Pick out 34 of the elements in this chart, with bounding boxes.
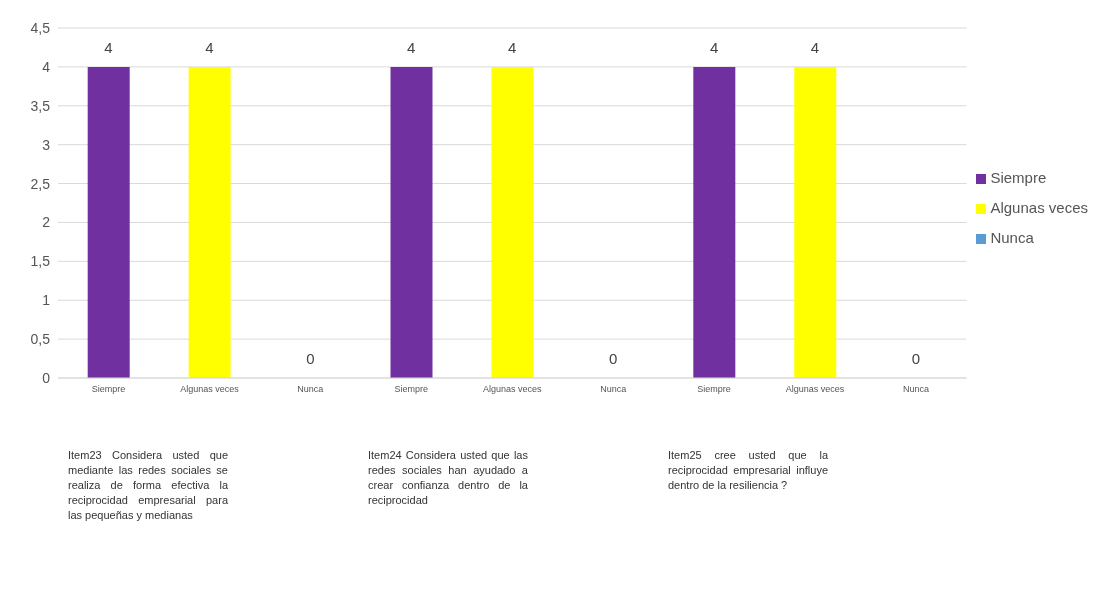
data-label: 4 (810, 38, 820, 56)
x-tick-label: Nunca (902, 384, 929, 395)
y-tick-label: 2 (42, 214, 51, 231)
y-tick-label: 1 (42, 292, 51, 309)
data-label: 0 (306, 350, 315, 367)
x-tick-label: Siempre (91, 384, 126, 395)
x-tick-label: Algunas veces (482, 384, 542, 395)
legend-label: Algunas veces (990, 199, 1088, 216)
y-tick-label: 3 (42, 136, 51, 153)
y-tick-label: 3,5 (30, 97, 51, 114)
data-label: 4 (709, 38, 719, 56)
y-tick-label: 0,5 (30, 331, 51, 348)
x-tick-label: Algunas veces (180, 384, 240, 395)
text: Item23 Considera usted que mediante las redes sociales se realiza de forma efectiva la reciprocidad empresarial para las pequeñas y medianas (68, 448, 228, 523)
x-tick-label: Siempre (697, 384, 731, 395)
x-tick-label: Siempre (394, 384, 429, 395)
legend-label: Siempre (990, 169, 1047, 186)
text: Item24 Considera usted que las redes sociales han ayudado a crear confianza dentro de la reciprocidad (368, 448, 528, 508)
text: Item25 cree usted que la reciprocidad empresarial influye dentro de la resiliencia ? (668, 448, 828, 493)
x-tick-label: Nunca (600, 384, 627, 395)
y-tick-label: 0 (42, 369, 51, 386)
y-tick-label: 2,5 (30, 175, 51, 192)
x-tick-label: Algunas veces (785, 384, 845, 395)
legend-label: Nunca (990, 229, 1034, 246)
data-label: 4 (407, 38, 416, 56)
data-label: 4 (508, 38, 517, 56)
data-label: 0 (911, 350, 921, 367)
y-tick-label: 1,5 (30, 253, 51, 270)
y-tick-label: 4 (42, 58, 51, 75)
y-tick-label: 4,5 (30, 19, 51, 36)
data-label: 0 (608, 350, 618, 367)
data-label: 4 (104, 38, 113, 56)
data-label: 4 (205, 38, 214, 56)
x-tick-label: Nunca (297, 384, 324, 395)
